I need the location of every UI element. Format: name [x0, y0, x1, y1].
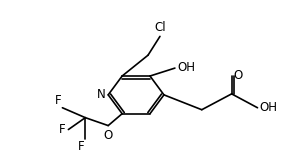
Text: N: N: [96, 88, 105, 101]
Text: Cl: Cl: [154, 21, 166, 34]
Text: O: O: [104, 129, 113, 142]
Text: F: F: [59, 123, 66, 136]
Text: F: F: [78, 140, 84, 153]
Text: O: O: [234, 69, 243, 82]
Text: OH: OH: [259, 101, 278, 114]
Text: F: F: [55, 94, 61, 107]
Text: OH: OH: [177, 61, 195, 74]
